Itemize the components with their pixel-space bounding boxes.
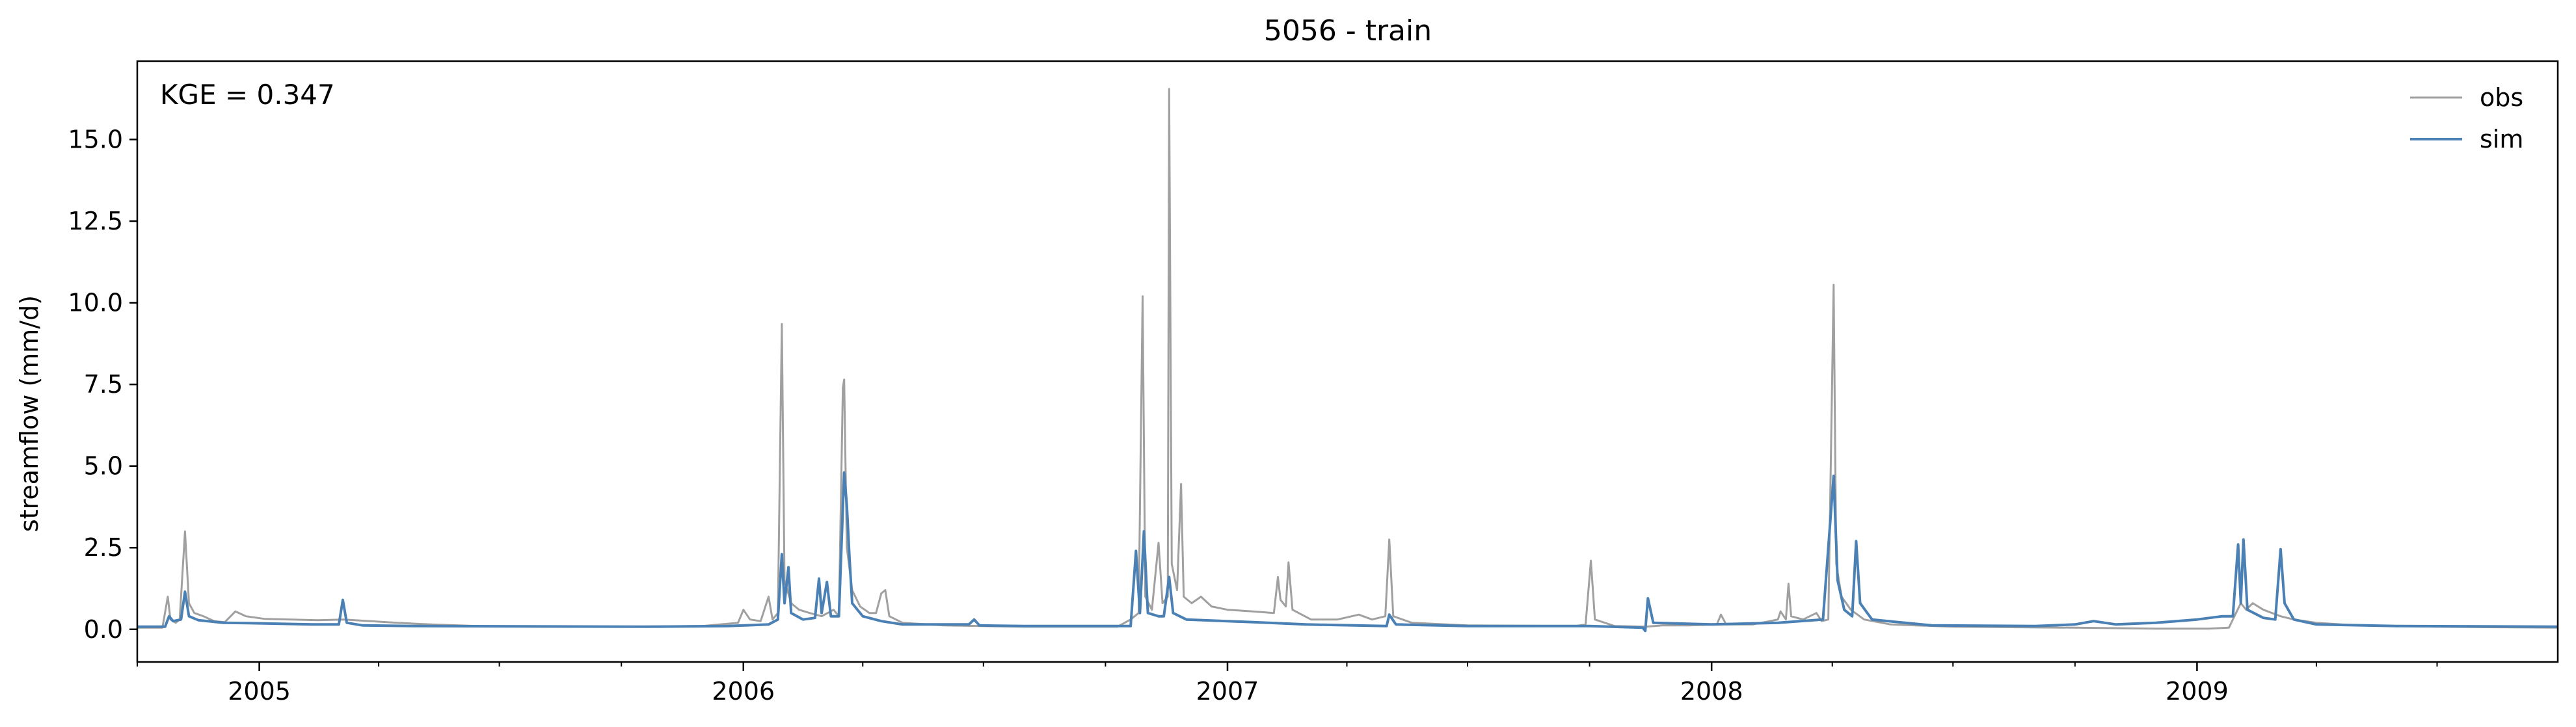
y-tick-label: 10.0 bbox=[68, 289, 123, 317]
y-tick-label: 0.0 bbox=[84, 615, 123, 644]
series-layer bbox=[137, 88, 2558, 633]
legend-label-obs: obs bbox=[2480, 83, 2523, 112]
x-tick-label: 2006 bbox=[712, 677, 775, 706]
legend-label-sim: sim bbox=[2480, 125, 2523, 153]
plot-frame bbox=[136, 60, 2559, 663]
y-tick-label: 7.5 bbox=[84, 370, 123, 399]
x-tick-label: 2008 bbox=[1680, 677, 1743, 706]
legend: obs sim bbox=[2410, 83, 2523, 153]
chart-title: 5056 - train bbox=[1264, 14, 1432, 47]
kge-annotation: KGE = 0.347 bbox=[160, 79, 335, 111]
x-axis: 2005 2006 2007 2008 2009 bbox=[137, 662, 2438, 706]
series-line-obs bbox=[137, 88, 2558, 630]
x-tick-label: 2007 bbox=[1196, 677, 1259, 706]
y-axis: 0.0 2.5 5.0 7.5 10.0 12.5 15.0 bbox=[68, 126, 137, 644]
x-tick-label: 2009 bbox=[2166, 677, 2229, 706]
y-tick-label: 12.5 bbox=[68, 207, 123, 235]
y-axis-label: streamflow (mm/d) bbox=[15, 295, 44, 532]
x-tick-label: 2005 bbox=[228, 677, 291, 706]
y-tick-label: 15.0 bbox=[68, 126, 123, 154]
y-tick-label: 5.0 bbox=[84, 452, 123, 481]
series-line-sim bbox=[137, 471, 2558, 633]
y-tick-label: 2.5 bbox=[84, 533, 123, 562]
